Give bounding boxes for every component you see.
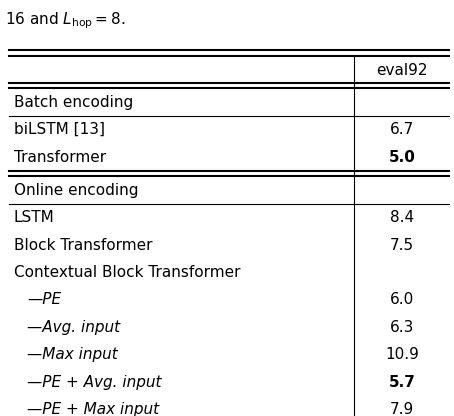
- Text: 6.3: 6.3: [390, 320, 414, 335]
- Text: Transformer: Transformer: [14, 149, 106, 165]
- Text: 6.7: 6.7: [390, 122, 414, 137]
- Text: Batch encoding: Batch encoding: [14, 94, 133, 110]
- Text: 5.7: 5.7: [388, 375, 415, 390]
- Text: $16$ and $L_{\mathrm{hop}} = 8$.: $16$ and $L_{\mathrm{hop}} = 8$.: [5, 10, 125, 31]
- Text: Online encoding: Online encoding: [14, 183, 138, 198]
- Text: —Avg. input: —Avg. input: [27, 320, 120, 335]
- Text: LSTM: LSTM: [14, 210, 54, 225]
- Text: 10.9: 10.9: [385, 347, 419, 362]
- Text: —PE + Avg. input: —PE + Avg. input: [27, 375, 162, 390]
- Text: Block Transformer: Block Transformer: [14, 238, 152, 253]
- Text: —PE: —PE: [27, 292, 61, 307]
- Text: 7.9: 7.9: [390, 402, 414, 416]
- Text: 8.4: 8.4: [390, 210, 414, 225]
- Text: eval92: eval92: [376, 63, 428, 78]
- Text: 7.5: 7.5: [390, 238, 414, 253]
- Text: —Max input: —Max input: [27, 347, 118, 362]
- Text: biLSTM [13]: biLSTM [13]: [14, 122, 104, 137]
- Text: 5.0: 5.0: [388, 149, 415, 165]
- Text: Contextual Block Transformer: Contextual Block Transformer: [14, 265, 240, 280]
- Text: 6.0: 6.0: [390, 292, 414, 307]
- Text: —PE + Max input: —PE + Max input: [27, 402, 159, 416]
